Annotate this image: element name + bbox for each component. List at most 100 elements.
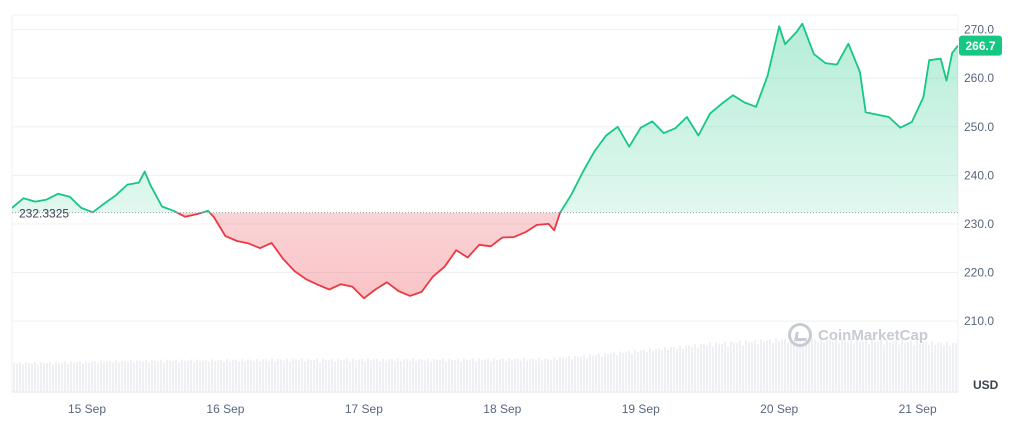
volume-bar <box>190 359 192 392</box>
volume-bar <box>844 340 846 392</box>
volume-bar <box>787 342 789 392</box>
y-tick-label: 270.0 <box>964 23 994 37</box>
volume-bar <box>277 359 279 392</box>
volume-bar <box>589 354 591 392</box>
volume-bar <box>256 358 258 392</box>
volume-bar <box>643 349 645 392</box>
volume-bar <box>469 359 471 392</box>
volume-bar <box>130 360 132 392</box>
volume-bar <box>64 361 66 392</box>
y-tick-label: 260.0 <box>964 71 994 85</box>
volume-bar <box>535 360 537 392</box>
volume-bar <box>601 356 603 392</box>
volume-bar <box>292 358 294 392</box>
volume-bar <box>811 339 813 392</box>
volume-bar <box>943 345 945 392</box>
volume-bar <box>121 360 123 392</box>
x-tick-label: 20 Sep <box>760 402 798 416</box>
volume-bar <box>451 359 453 392</box>
volume-bar <box>724 341 726 392</box>
volume-bar <box>472 358 474 392</box>
volume-bar <box>355 360 357 392</box>
volume-bar <box>784 338 786 392</box>
volume-bar <box>193 362 195 392</box>
volume-bar <box>913 344 915 392</box>
y-tick-label: 250.0 <box>964 120 994 134</box>
volume-bar <box>649 348 651 392</box>
volume-bar <box>493 358 495 392</box>
volume-bar <box>691 347 693 392</box>
volume-bar <box>751 341 753 392</box>
volume-bar <box>94 361 96 392</box>
volume-bar <box>766 340 768 392</box>
volume-bar <box>853 343 855 392</box>
volume-bar <box>409 360 411 392</box>
volume-bar <box>922 342 924 392</box>
volume-bar <box>502 358 504 392</box>
volume-bar <box>439 360 441 392</box>
volume-bar <box>145 359 147 392</box>
volume-bar <box>379 361 381 392</box>
x-tick-label: 18 Sep <box>483 402 521 416</box>
axis-layer: 270.0 260.0 250.0 240.0 230.0 220.0 210.0 15 Se… <box>68 23 999 416</box>
volume-bar <box>268 360 270 392</box>
volume-bar <box>97 363 99 392</box>
volume-bar <box>76 362 78 392</box>
volume-bar <box>631 353 633 392</box>
volume-bar <box>514 358 516 392</box>
volume-bar <box>235 359 237 392</box>
volume-bar <box>283 360 285 392</box>
volume-bar <box>241 358 243 392</box>
x-tick-label: 21 Sep <box>899 402 937 416</box>
currency-label: USD <box>973 378 999 392</box>
volume-bar <box>511 360 513 392</box>
volume-bar <box>34 361 36 392</box>
volume-bar <box>763 341 765 392</box>
volume-bar <box>955 343 957 392</box>
line-layer <box>12 22 958 300</box>
volume-bar <box>859 340 861 392</box>
volume-bar <box>337 358 339 392</box>
volume-bar <box>568 356 570 392</box>
volume-bar <box>739 340 741 392</box>
volume-bar <box>931 341 933 392</box>
volume-bar <box>475 361 477 392</box>
volume-bar <box>874 341 876 392</box>
volume-bar <box>421 359 423 392</box>
volume-bar <box>73 362 75 392</box>
volume-bar <box>934 344 936 392</box>
volume-bar <box>736 342 738 392</box>
volume-bar <box>187 360 189 392</box>
y-tick-label: 230.0 <box>964 217 994 231</box>
volume-bar <box>370 360 372 392</box>
volume-bar <box>82 363 84 392</box>
volume-bar <box>133 362 135 392</box>
volume-bar <box>727 346 729 392</box>
volume-bar <box>889 342 891 392</box>
volume-bar <box>37 364 39 392</box>
volume-bar <box>760 339 762 392</box>
volume-bar <box>448 358 450 392</box>
volume-bar <box>331 358 333 392</box>
volume-bar <box>340 360 342 392</box>
volume-bar <box>832 341 834 392</box>
volume-bar <box>250 359 252 392</box>
volume-bar <box>298 360 300 392</box>
volume-bar <box>640 350 642 392</box>
volume-bar <box>547 358 549 392</box>
volume-bar <box>814 339 816 392</box>
volume-bar <box>118 362 120 392</box>
volume-bar <box>694 343 696 392</box>
volume-bar <box>880 339 882 392</box>
volume-bar <box>412 358 414 392</box>
volume-bar <box>661 350 663 392</box>
volume-bar <box>289 361 291 392</box>
volume-bar <box>826 339 828 392</box>
volume-bar <box>634 349 636 392</box>
volume-bar <box>790 338 792 392</box>
volume-bar <box>829 339 831 392</box>
volume-bar <box>775 338 777 392</box>
volume-bar <box>406 359 408 392</box>
volume-bar <box>712 346 714 392</box>
